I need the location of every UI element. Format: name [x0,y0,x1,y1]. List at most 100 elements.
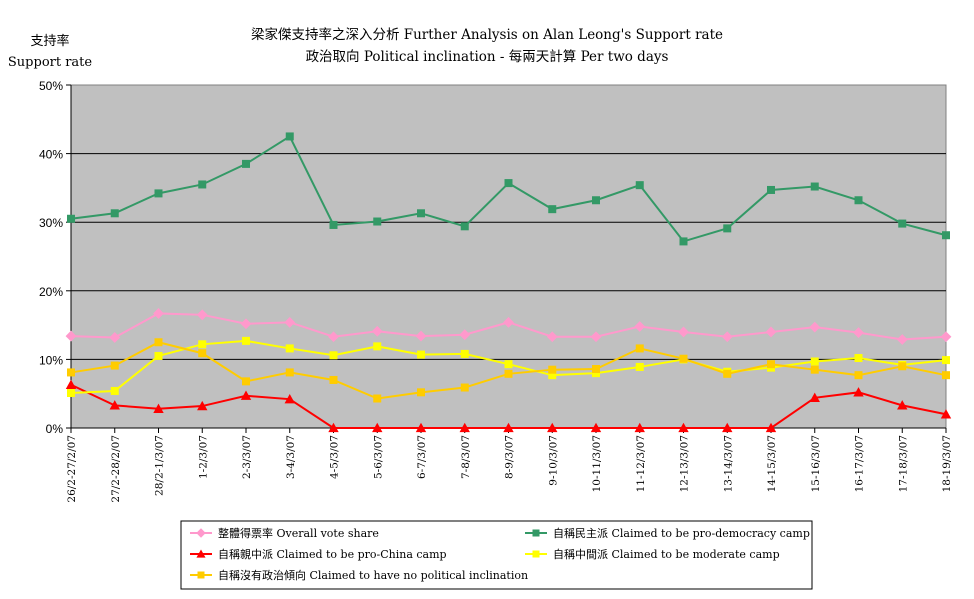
data-point [548,205,557,214]
legend-item: 自稱中間派 Claimed to be moderate camp [525,548,780,561]
x-tick-label: 6-7/3/07 [416,435,428,479]
y-tick-label: 30% [39,216,63,230]
y-tick-label: 20% [39,285,63,299]
data-point [110,361,119,370]
data-point [765,326,777,338]
chart-title-line1: 梁家傑支持率之深入分析 Further Analysis on Alan Leo… [251,26,723,43]
data-point [635,181,644,190]
data-point [417,209,425,218]
y-tick-label: 40% [39,148,63,162]
data-point [854,196,863,205]
data-point [242,377,250,386]
x-tick-label: 14-15/3/07 [766,435,778,492]
data-point [328,422,339,433]
data-point [548,365,557,374]
data-point [67,214,75,223]
data-point [592,196,600,205]
grid-lines [71,153,946,360]
x-tick-label: 28/2-1/3/07 [154,435,166,496]
data-point [242,336,250,345]
data-point [109,332,121,343]
data-point [635,362,644,371]
data-point [373,342,382,351]
data-point [110,386,119,395]
data-point [110,209,119,218]
data-point [897,400,908,410]
data-point [373,394,382,403]
data-point [767,185,775,194]
y-axis-ticks: 0% 10% 20% 30% 40% 50% [39,79,71,436]
legend-marker [532,529,540,537]
data-point [898,362,907,371]
data-point [765,422,777,433]
data-point [67,368,75,377]
series-1 [67,132,950,246]
x-tick-label: 3-4/3/07 [285,435,297,479]
data-point [679,237,688,246]
data-point [284,393,295,404]
series-group [65,132,952,433]
legend: 整體得票率 Overall vote share 自稱民主派 Claimed to… [190,526,810,582]
x-tick-label: 18-19/3/07 [941,435,953,492]
data-point [896,334,908,345]
data-point [372,422,383,433]
data-point [415,422,427,433]
x-tick-label: 4-5/3/07 [329,435,341,479]
data-point [592,369,600,378]
x-tick-label: 16-17/3/07 [854,435,866,492]
data-point [503,316,514,328]
x-tick-label: 15-16/3/07 [810,435,822,492]
data-point [810,365,819,374]
legend-label: 自稱中間派 Claimed to be moderate camp [553,548,780,561]
data-point [460,349,469,358]
data-point [679,354,688,363]
series-0 [65,308,952,345]
data-point [153,308,164,319]
data-point [198,180,207,189]
data-point [504,179,513,188]
series-4 [67,338,950,403]
data-point [590,422,602,433]
legend-item: 自稱親中派 Claimed to be pro-China camp [190,548,447,561]
data-point [459,422,470,433]
x-tick-label: 11-12/3/07 [635,435,647,492]
y-axis-title-en: Support rate [8,55,93,70]
data-point [240,318,252,330]
data-point [942,371,950,380]
legend-box [180,520,813,590]
data-point [285,132,294,141]
legend-label: 整體得票率 Overall vote share [218,526,379,540]
legend-label: 自稱沒有政治傾向 Claimed to have no political in… [218,568,528,582]
data-point [854,371,863,380]
x-tick-label: 10-11/3/07 [591,435,603,492]
x-tick-label: 12-13/3/07 [679,435,691,492]
data-point [329,220,338,229]
data-point [810,182,819,191]
data-point [546,331,558,343]
legend-label: 自稱民主派 Claimed to be pro-democracy camp [553,527,810,540]
data-point [196,309,208,321]
x-tick-label: 9-10/3/07 [547,435,559,486]
x-tick-label: 17-18/3/07 [897,435,909,492]
x-tick-label: 27/2-28/2/07 [110,435,122,503]
x-tick-label: 2-3/3/07 [241,435,253,479]
data-point [940,331,952,343]
data-point [634,422,645,433]
data-point [853,327,864,339]
legend-label: 自稱親中派 Claimed to be pro-China camp [218,548,447,561]
data-point [810,357,819,366]
data-point [678,422,689,433]
data-point [154,338,163,347]
data-point [109,400,120,410]
data-point [371,325,383,337]
data-point [415,330,427,342]
data-point [198,340,207,349]
data-point [65,330,77,342]
data-point [503,422,514,433]
data-point [460,383,469,392]
data-point [723,369,732,378]
data-point [942,231,950,240]
data-point [460,222,469,231]
data-point [767,360,775,369]
